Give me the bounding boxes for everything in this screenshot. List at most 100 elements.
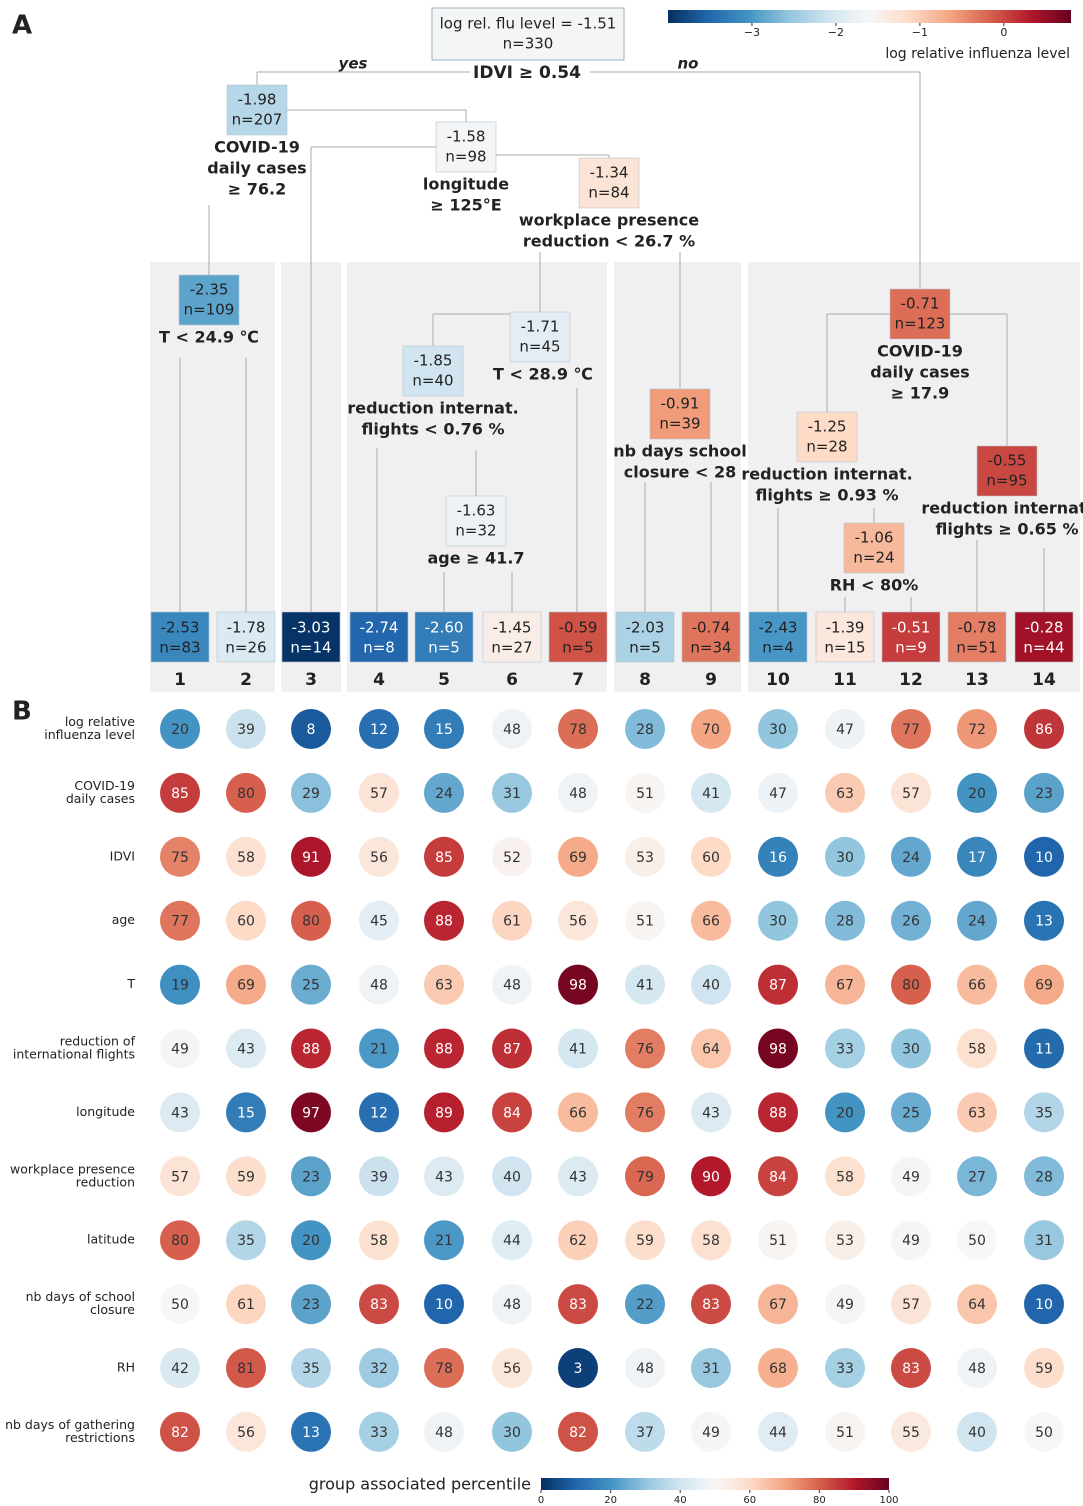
row-label: restrictions [65, 1430, 135, 1445]
percentile-label: 26 [902, 914, 920, 930]
node-value: -0.91 [661, 395, 700, 413]
percentile-dot [492, 1028, 532, 1069]
percentile-dot [758, 1348, 798, 1388]
node-value: -1.71 [521, 318, 560, 336]
percentile-dot [825, 1411, 865, 1452]
percentile-label: 55 [902, 1425, 920, 1441]
leaf-number: 3 [305, 670, 317, 690]
percentile-dot [891, 1348, 931, 1388]
tree-leaf-box [482, 611, 542, 663]
percentile-dot [160, 772, 200, 813]
percentile-label: 23 [302, 1297, 320, 1313]
percentile-dot [625, 1348, 665, 1388]
percentile-dot [758, 709, 798, 749]
percentile-dot [957, 1028, 997, 1069]
colorbar-tick-label: 0 [538, 1495, 544, 1506]
percentile-dot [891, 900, 931, 941]
percentile-dot [291, 1092, 331, 1133]
percentile-label: 53 [636, 850, 654, 866]
percentile-dot [359, 1028, 399, 1069]
percentile-label: 11 [1035, 1042, 1053, 1058]
percentile-dot [957, 1348, 997, 1388]
leaf-value: -2.03 [626, 619, 665, 637]
tree-node-box [435, 121, 497, 173]
percentile-label: 8 [307, 722, 316, 738]
panel-label: B [12, 697, 32, 727]
split-rule: RH < 80% [830, 576, 919, 595]
percentile-dot [424, 900, 464, 941]
split-rule: reduction internat. [921, 499, 1083, 518]
split-rule: reduction < 26.7 % [523, 232, 695, 251]
percentile-dot [291, 1028, 331, 1069]
percentile-label: 10 [1035, 1297, 1053, 1313]
percentile-dot [625, 1220, 665, 1261]
percentile-dot [625, 1284, 665, 1325]
percentile-dot [424, 1220, 464, 1261]
percentile-label: 30 [503, 1425, 521, 1441]
percentile-dot [1024, 1284, 1064, 1325]
leaf-number: 2 [240, 670, 252, 690]
split-rule: ≥ 76.2 [228, 180, 286, 199]
tree-leaf-box [815, 611, 875, 663]
percentile-dot [1024, 709, 1064, 749]
node-count: n=84 [588, 184, 629, 202]
branch-label: yes [339, 55, 368, 73]
percentile-dot [492, 964, 532, 1005]
percentile-label: 69 [237, 978, 255, 994]
split-rule: longitude [423, 175, 509, 194]
percentile-dot [359, 1092, 399, 1133]
percentile-label: 80 [237, 786, 255, 802]
split-rule: age ≥ 41.7 [427, 549, 524, 568]
percentile-dot [291, 900, 331, 941]
percentile-label: 49 [902, 1233, 920, 1249]
percentile-dot [825, 1028, 865, 1069]
node-count: n=40 [412, 372, 453, 390]
percentile-label: 31 [702, 1361, 720, 1377]
percentile-label: 42 [171, 1361, 189, 1377]
row-label: age [112, 912, 136, 927]
percentile-dot [226, 1028, 266, 1069]
percentile-dot [891, 1092, 931, 1133]
leaf-value: -2.53 [161, 619, 200, 637]
percentile-label: 83 [902, 1361, 920, 1377]
percentile-label: 86 [1035, 722, 1053, 738]
tree-node-box [649, 388, 711, 440]
percentile-dot [226, 772, 266, 813]
percentile-label: 75 [171, 850, 189, 866]
percentile-dot [492, 1348, 532, 1388]
split-rule: T < 28.9 ℃ [493, 365, 593, 384]
colorbar-tick-label: −2 [828, 26, 844, 39]
percentile-dot [226, 964, 266, 1005]
percentile-dot [1024, 1028, 1064, 1069]
percentile-dot [424, 1348, 464, 1388]
leaf-value: -2.60 [425, 619, 464, 637]
percentile-label: 21 [435, 1233, 453, 1249]
percentile-label: 83 [702, 1297, 720, 1313]
percentile-dot [691, 1348, 731, 1388]
percentile-dot [558, 772, 598, 813]
percentile-label: 63 [968, 1105, 986, 1121]
percentile-label: 30 [769, 722, 787, 738]
node-value: -2.35 [190, 281, 229, 299]
percentile-dot [1024, 900, 1064, 941]
row-label: influenza level [44, 727, 135, 742]
percentile-dot [291, 709, 331, 749]
percentile-label: 16 [769, 850, 787, 866]
percentile-dot [891, 709, 931, 749]
tree-node-box [226, 84, 288, 136]
percentile-dot [226, 1156, 266, 1197]
percentile-dot [492, 1092, 532, 1133]
percentile-label: 43 [569, 1169, 587, 1185]
percentile-dot [160, 836, 200, 877]
percentile-label: 25 [302, 978, 320, 994]
percentile-label: 58 [370, 1233, 388, 1249]
percentile-label: 31 [503, 786, 521, 802]
percentile-dot [424, 1092, 464, 1133]
percentile-dot [891, 1284, 931, 1325]
percentile-dot [625, 964, 665, 1005]
percentile-label: 28 [1035, 1169, 1053, 1185]
node-value: -1.85 [414, 352, 453, 370]
percentile-label: 77 [902, 722, 920, 738]
percentile-label: 67 [836, 978, 854, 994]
percentile-dot [625, 1156, 665, 1197]
